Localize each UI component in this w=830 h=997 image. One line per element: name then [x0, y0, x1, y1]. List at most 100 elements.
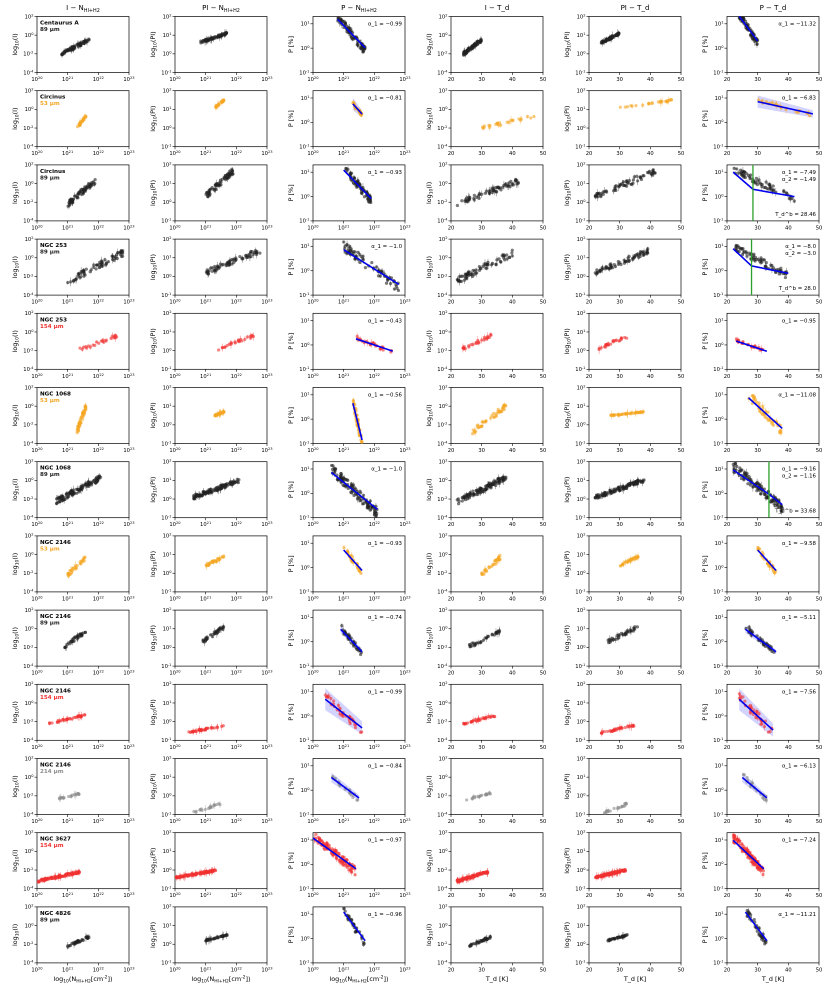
data-point	[79, 40, 83, 44]
x-tick-label: 1023	[399, 299, 411, 306]
x-tick-label: 1023	[399, 224, 411, 231]
y-tick-label: 10-2	[23, 199, 33, 206]
y-axis-label: log10(PI)	[149, 328, 159, 354]
x-tick-label: 1020	[307, 595, 319, 602]
data-point	[66, 280, 70, 285]
data-point	[496, 411, 500, 415]
y-tick-label: 10-2	[437, 644, 447, 651]
data-point	[784, 191, 788, 195]
y-tick-label: 10-4	[437, 515, 448, 522]
y-tick-label: 101	[577, 626, 586, 633]
data-point	[374, 265, 379, 269]
x-tick-label: 1020	[169, 595, 181, 602]
data-point	[76, 196, 80, 200]
x-tick-label: 20	[586, 671, 593, 677]
data-point	[757, 98, 761, 102]
y-tick-label: 100	[301, 490, 311, 497]
data-point	[489, 416, 493, 420]
data-point	[631, 556, 635, 560]
data-point	[481, 126, 485, 130]
data-point	[84, 267, 88, 271]
x-tick-label: 40	[785, 374, 792, 380]
y-tick-label: 100	[163, 347, 173, 354]
y-tick-label: 101	[577, 106, 586, 113]
y-axis-label: log10(I)	[11, 479, 21, 501]
data-point	[609, 266, 613, 270]
data-point	[79, 485, 83, 489]
panel-4-6: 10-1 100 101 20 30 40 50 P [%] α_1 = −8.0α_2 = −…	[701, 238, 822, 306]
y-tick-label: 10-1	[713, 366, 723, 373]
data-point	[74, 487, 78, 491]
y-axis-label: log10(I)	[425, 479, 435, 501]
x-tick-label: 1020	[31, 299, 43, 306]
data-point	[777, 272, 781, 276]
data-point	[497, 480, 501, 484]
data-point	[472, 196, 476, 201]
x-tick-label: 1020	[169, 299, 181, 306]
alpha2-label: α_2 = −3.0	[785, 251, 816, 257]
panel-3-3: 10-1 100 101 1020 1021 1022 1023 P [%] α_1 = −0.…	[287, 164, 411, 231]
panel-7-3: 10-1 100 101 1020 1021 1022 1023 P [%] α_1 = −1.…	[287, 461, 411, 528]
axes-frame	[312, 238, 406, 296]
data-point	[617, 485, 621, 489]
panel-8-5: 10-1 100 101 102 20 30 40 50 log10(PI)	[563, 533, 684, 603]
axes-frame	[588, 90, 682, 148]
data-point	[351, 399, 356, 403]
axes-frame	[36, 238, 130, 296]
data-point	[485, 569, 489, 573]
data-point	[742, 174, 746, 178]
data-point	[463, 199, 467, 204]
column-title: PI − T_d	[621, 4, 650, 12]
data-point	[106, 260, 110, 264]
y-tick-label: 10-2	[23, 51, 33, 58]
y-tick-label: 10-1	[575, 69, 585, 76]
x-tick-label: 1020	[31, 670, 43, 677]
data-point	[457, 275, 462, 279]
data-point	[88, 270, 92, 274]
y-axis-label: P [%]	[701, 481, 709, 498]
x-tick-label: 40	[647, 225, 654, 231]
x-tick-label: 1023	[261, 447, 273, 454]
data-point	[216, 265, 220, 269]
x-tick-label: 1021	[200, 224, 211, 231]
data-point	[243, 337, 247, 342]
y-tick-label: 100	[439, 255, 449, 262]
y-tick-label: 10-2	[23, 125, 33, 132]
x-tick-label: 1020	[307, 150, 319, 157]
y-tick-label: 100	[163, 199, 173, 206]
data-point	[476, 194, 480, 198]
x-tick-label: 20	[586, 151, 593, 157]
panel-9-3: 10-1 100 101 1020 1021 1022 1023 P [%] α_1 = −0.…	[287, 609, 411, 677]
y-tick-label: 10-2	[23, 347, 33, 354]
y-tick-label: 102	[577, 310, 586, 317]
data-point	[763, 264, 767, 268]
y-tick-label: 100	[301, 268, 311, 275]
data-point	[111, 254, 115, 258]
data-point	[488, 481, 492, 485]
data-point	[616, 259, 620, 264]
y-axis-label: log10(I)	[425, 553, 435, 575]
data-point	[595, 268, 599, 272]
data-point	[484, 189, 489, 193]
data-point	[77, 122, 81, 126]
y-tick-label: 100	[577, 199, 587, 206]
data-point	[629, 411, 633, 415]
x-tick-label: 30	[478, 151, 485, 157]
y-axis-label: log10(I)	[11, 404, 21, 426]
x-tick-label: 50	[678, 596, 685, 602]
data-point	[351, 483, 356, 487]
data-point	[782, 189, 786, 193]
y-tick-label: 102	[439, 162, 448, 169]
data-point	[496, 555, 501, 559]
data-point	[494, 479, 498, 483]
x-tick-label: 1020	[31, 373, 43, 380]
x-tick-label: 30	[478, 522, 485, 528]
data-point	[639, 176, 643, 180]
y-tick-label: 10-4	[437, 366, 448, 373]
data-point	[78, 346, 82, 350]
x-tick-label: 1021	[338, 521, 349, 528]
data-point	[504, 182, 508, 186]
data-point	[201, 638, 205, 642]
y-axis-label: log10(I)	[11, 553, 21, 575]
data-point	[734, 243, 738, 248]
